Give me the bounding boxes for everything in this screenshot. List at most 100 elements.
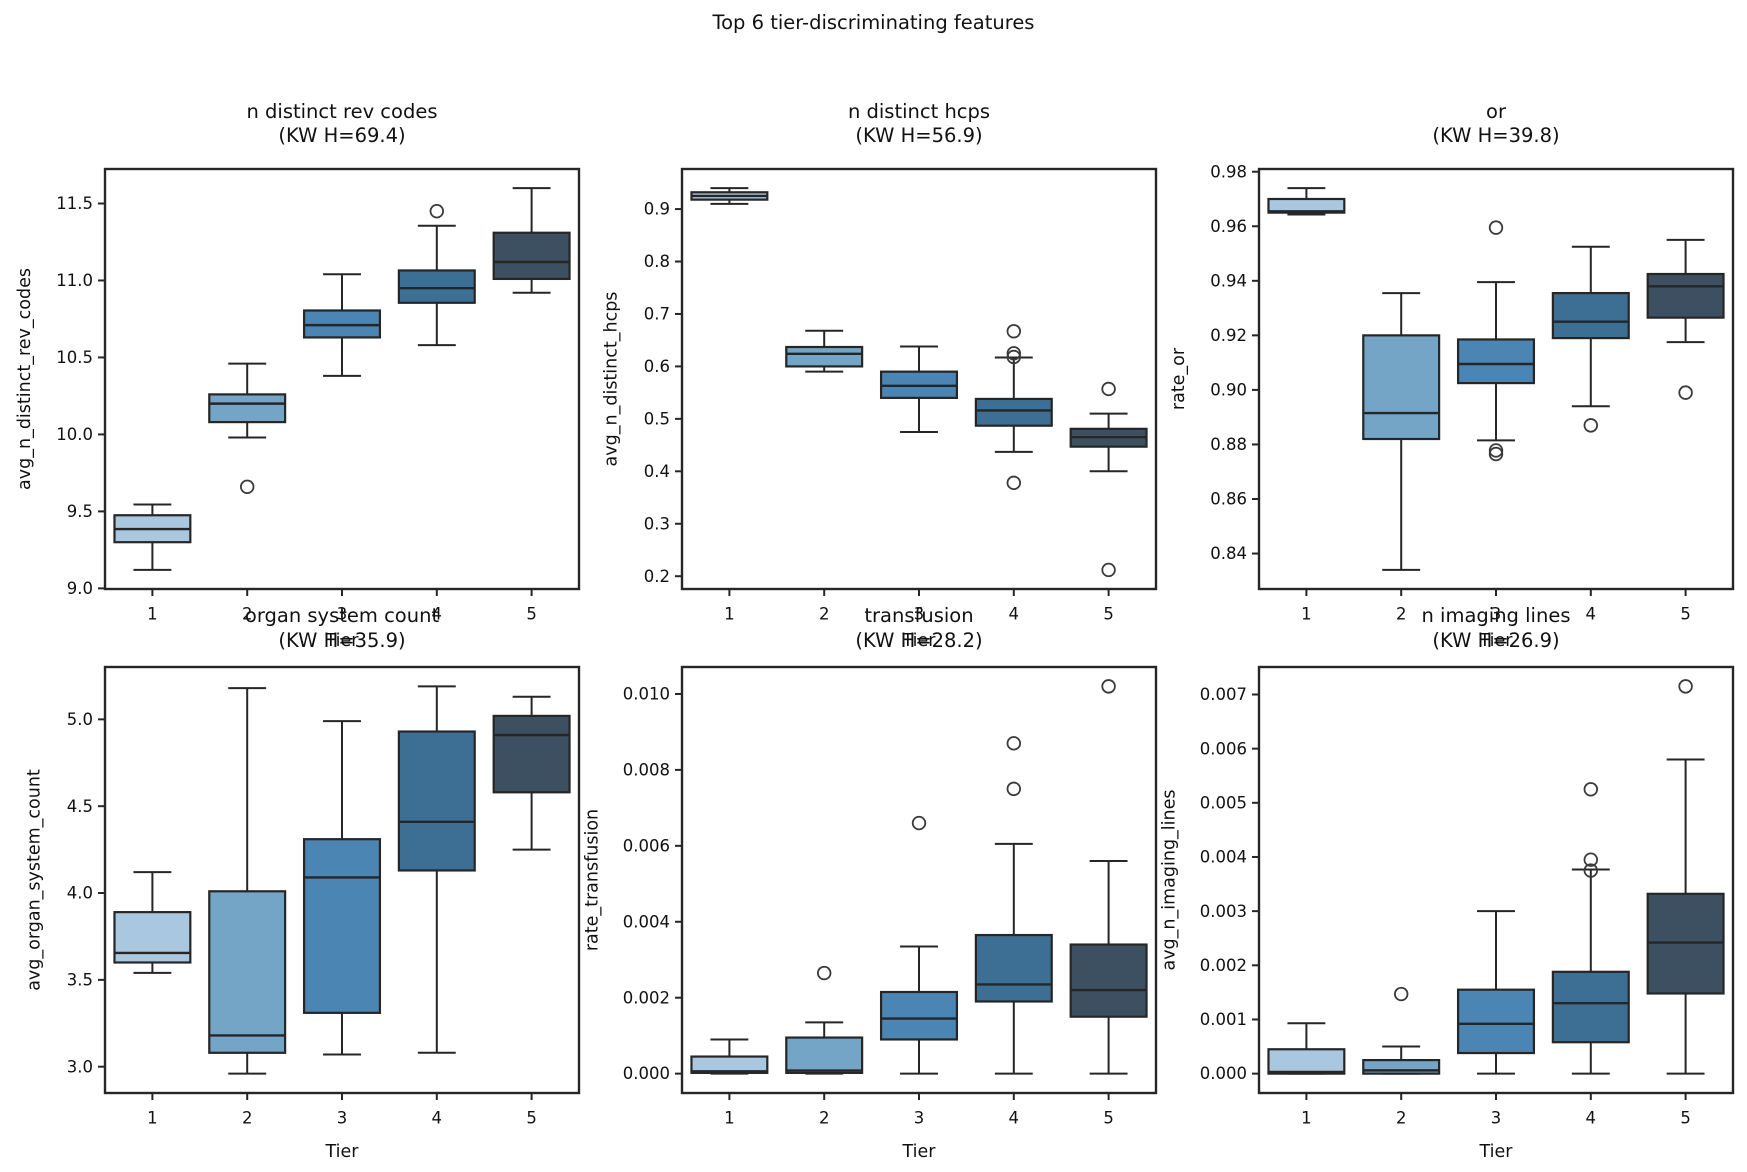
svg-text:1: 1: [724, 605, 735, 624]
svg-text:0.9: 0.9: [644, 200, 670, 219]
box-tier-4: [1551, 291, 1630, 340]
subplot-or: or(KW H=39.8) 0.84 0.86 0.88 0.90 0.92 0.94 0.9…: [1169, 100, 1735, 651]
box-tier-5: [1069, 943, 1148, 1018]
svg-text:0.8: 0.8: [644, 252, 670, 271]
svg-text:Tier: Tier: [325, 1142, 360, 1162]
outlier-point: [1101, 679, 1116, 694]
svg-text:organ system count: organ system count: [245, 604, 440, 627]
svg-text:10.0: 10.0: [56, 425, 93, 444]
subplot-n-distinct-rev-codes: n distinct rev codes(KW H=69.4) 9.0 9.5 10.…: [15, 100, 581, 651]
svg-text:0.7: 0.7: [644, 305, 670, 324]
box-tier-2: [208, 393, 287, 424]
svg-text:0.010: 0.010: [623, 685, 670, 704]
svg-text:avg_organ_system_count: avg_organ_system_count: [25, 769, 45, 991]
subplot-organ-system-count: organ system count(KW H=35.9) 3.0 3.5 4.0 4.…: [25, 604, 581, 1162]
outlier-point: [1393, 986, 1409, 1002]
svg-text:4: 4: [1009, 605, 1020, 624]
svg-text:or: or: [1486, 100, 1507, 123]
svg-text:5: 5: [1103, 605, 1114, 624]
svg-text:9.0: 9.0: [67, 579, 93, 598]
box-tier-5: [492, 231, 571, 281]
box-tier-4: [974, 933, 1053, 1003]
svg-text:(KW H=26.9): (KW H=26.9): [1432, 629, 1559, 652]
outlier-point: [1006, 346, 1022, 361]
outlier-point: [1006, 736, 1022, 751]
box-tier-3: [1456, 338, 1536, 385]
box-tier-4: [1551, 970, 1630, 1044]
box-tier-5: [492, 714, 571, 794]
svg-text:n imaging lines: n imaging lines: [1421, 604, 1570, 627]
svg-text:0.2: 0.2: [644, 567, 670, 586]
svg-text:transfusion: transfusion: [864, 604, 973, 627]
svg-text:5: 5: [1103, 1109, 1114, 1128]
svg-text:0.002: 0.002: [1200, 956, 1247, 975]
box-tier-1: [113, 911, 192, 964]
svg-text:rate_or: rate_or: [1169, 347, 1189, 410]
box-tier-2: [1362, 334, 1441, 441]
svg-text:n distinct rev codes: n distinct rev codes: [246, 100, 437, 123]
outlier-point: [429, 203, 445, 219]
box-tier-2: [208, 890, 287, 1054]
svg-text:3: 3: [1491, 1109, 1502, 1128]
box-tier-4: [397, 269, 476, 304]
svg-text:2: 2: [242, 605, 253, 624]
outlier-point: [239, 479, 255, 494]
svg-text:3: 3: [337, 605, 348, 624]
svg-text:2: 2: [1396, 1109, 1407, 1128]
svg-text:3: 3: [914, 1109, 925, 1128]
svg-text:(KW H=35.9): (KW H=35.9): [278, 629, 405, 652]
svg-text:5: 5: [1680, 1109, 1691, 1128]
svg-text:9.5: 9.5: [67, 502, 93, 521]
subplot-n-distinct-hcps: n distinct hcps(KW H=56.9) 0.2 0.3 0.4 0.5 0.…: [602, 100, 1158, 651]
svg-text:0.000: 0.000: [623, 1064, 670, 1083]
svg-text:2: 2: [819, 605, 830, 624]
svg-text:5: 5: [1680, 605, 1691, 624]
svg-text:5: 5: [526, 1109, 537, 1128]
box-tier-1: [1267, 1048, 1346, 1075]
svg-text:n distinct hcps: n distinct hcps: [848, 100, 990, 123]
box-tier-3: [879, 990, 959, 1041]
svg-text:0.007: 0.007: [1200, 685, 1247, 704]
svg-text:rate_transfusion: rate_transfusion: [583, 809, 603, 951]
box-tier-2: [1362, 1058, 1441, 1075]
outlier-point: [1101, 381, 1116, 397]
svg-text:5.0: 5.0: [67, 710, 93, 729]
svg-text:avg_n_imaging_lines: avg_n_imaging_lines: [1160, 789, 1180, 970]
svg-text:Tier: Tier: [1479, 631, 1514, 651]
outlier-point: [1006, 781, 1022, 797]
svg-text:0.92: 0.92: [1210, 326, 1247, 345]
outlier-point: [1488, 220, 1504, 235]
svg-text:4: 4: [1586, 605, 1597, 624]
svg-text:3.0: 3.0: [67, 1057, 93, 1076]
svg-text:4: 4: [432, 1109, 443, 1128]
svg-text:2: 2: [1396, 605, 1407, 624]
subplot-transfusion: transfusion(KW H=28.2) 0.000 0.002 0.004 0.0…: [583, 604, 1158, 1162]
svg-text:1: 1: [724, 1109, 735, 1128]
svg-text:avg_n_distinct_hcps: avg_n_distinct_hcps: [602, 292, 622, 467]
svg-text:0.3: 0.3: [644, 514, 670, 533]
svg-text:3: 3: [1491, 605, 1502, 624]
svg-text:1: 1: [147, 1109, 158, 1128]
svg-text:0.005: 0.005: [1200, 793, 1247, 812]
outlier-point: [1488, 446, 1504, 462]
svg-text:10.5: 10.5: [56, 348, 93, 367]
svg-text:0.006: 0.006: [1200, 739, 1247, 758]
svg-text:Tier: Tier: [902, 1142, 937, 1162]
box-tier-5: [1646, 272, 1725, 319]
svg-text:4: 4: [1009, 1109, 1020, 1128]
svg-text:0.006: 0.006: [623, 836, 670, 855]
svg-text:2: 2: [819, 1109, 830, 1128]
outlier-point: [1583, 852, 1599, 867]
svg-text:3.5: 3.5: [67, 970, 93, 989]
svg-text:Tier: Tier: [902, 631, 937, 651]
outlier-point: [1583, 782, 1599, 797]
outlier-point: [1583, 418, 1599, 433]
svg-text:2: 2: [242, 1109, 253, 1128]
svg-text:avg_n_distinct_rev_codes: avg_n_distinct_rev_codes: [15, 268, 35, 490]
svg-text:0.004: 0.004: [1200, 848, 1247, 867]
svg-text:Tier: Tier: [325, 631, 360, 651]
outlier-point: [1006, 324, 1022, 339]
svg-text:0.003: 0.003: [1200, 902, 1247, 921]
outlier-point: [1101, 562, 1116, 578]
